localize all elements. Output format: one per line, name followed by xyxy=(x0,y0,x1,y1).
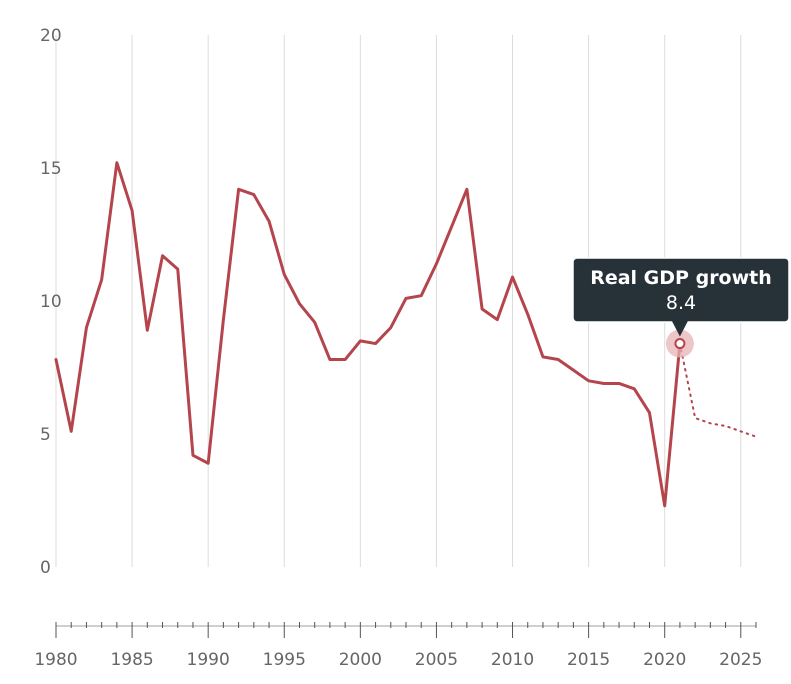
y-tick-label: 10 xyxy=(40,292,62,312)
tooltip-pointer xyxy=(671,321,688,337)
tooltip-value: 8.4 xyxy=(666,292,696,314)
forecast-series-line xyxy=(678,342,757,438)
x-tick-label: 2020 xyxy=(643,650,686,670)
x-tick-label: 1990 xyxy=(187,650,230,670)
x-tick-label: 1995 xyxy=(263,650,306,670)
y-tick-label: 15 xyxy=(40,159,62,179)
x-tick-label: 2025 xyxy=(719,650,762,670)
tooltip: Real GDP growth 8.4 xyxy=(572,257,790,358)
series-lines xyxy=(54,161,757,508)
x-tick-label: 2015 xyxy=(567,650,610,670)
x-tick-label: 1980 xyxy=(34,650,77,670)
y-axis-tick-labels: 0 5 10 15 20 xyxy=(40,26,62,578)
y-tick-label: 0 xyxy=(40,558,51,578)
actual-series-line xyxy=(54,161,682,508)
x-axis-ticks: 1980 1985 1990 1995 2000 2005 2010 2015 2020 2025 xyxy=(34,622,762,670)
highlight-point[interactable] xyxy=(674,338,686,350)
x-tick-label: 2005 xyxy=(415,650,458,670)
y-tick-label: 5 xyxy=(40,425,51,445)
x-tick-label: 2010 xyxy=(491,650,534,670)
x-tick-label: 2000 xyxy=(339,650,382,670)
y-tick-label: 20 xyxy=(40,26,62,46)
tooltip-title: Real GDP growth xyxy=(590,267,772,289)
x-tick-label: 1985 xyxy=(110,650,153,670)
